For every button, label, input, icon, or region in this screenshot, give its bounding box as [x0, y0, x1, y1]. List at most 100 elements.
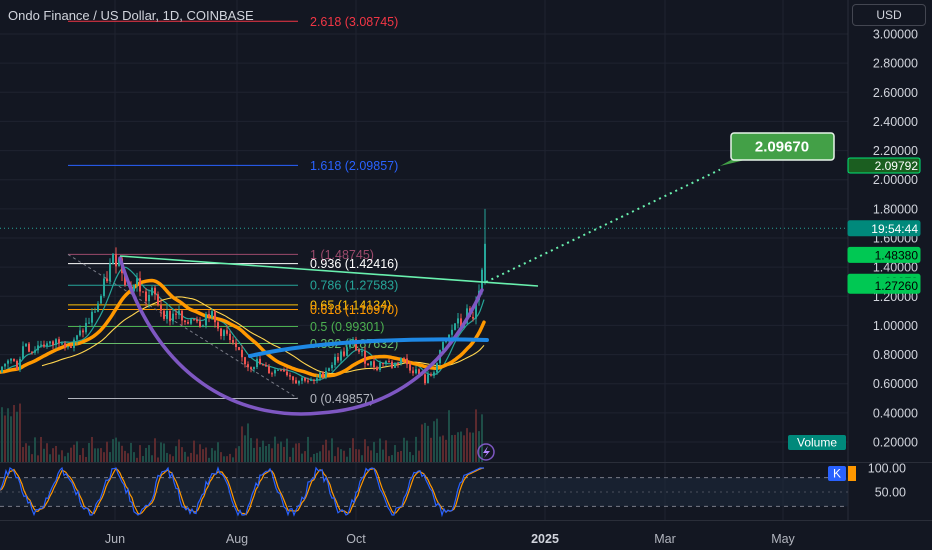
candle-body [361, 351, 363, 353]
candle-body [265, 365, 267, 367]
volume-bar [481, 414, 483, 462]
volume-bar [88, 443, 90, 462]
candle-body [280, 369, 282, 371]
price-tag-text: 19:54:44 [871, 222, 918, 236]
price-tick-label: 0.60000 [873, 377, 918, 391]
candle-body [76, 335, 78, 340]
resistance-trendline[interactable] [119, 255, 539, 287]
volume-bar [52, 448, 54, 462]
volume-bar [148, 445, 150, 462]
candle-body [325, 370, 327, 377]
volume-bar [457, 432, 459, 462]
candle-body [337, 356, 339, 361]
volume-bar [403, 437, 405, 462]
volume-bar [229, 453, 231, 462]
candle-body [301, 377, 303, 381]
volume-bar [70, 447, 72, 462]
volume-bar [157, 457, 159, 462]
volume-bar [103, 452, 105, 462]
time-axis: Jun Aug Oct 2025 Mar May [105, 532, 796, 546]
candle-body [178, 310, 180, 315]
volume-bar [121, 445, 123, 462]
volume-bar [31, 454, 33, 462]
projection-line[interactable] [485, 168, 721, 283]
volume-bar [352, 438, 354, 462]
volume-bar [181, 447, 183, 462]
volume-bar [205, 447, 207, 462]
candle-body [205, 313, 207, 326]
candle-body [193, 319, 195, 321]
candle-body [49, 341, 51, 344]
volume-bar [379, 438, 381, 462]
candle-body [61, 343, 63, 345]
candle-body [133, 284, 135, 292]
candle-body [214, 311, 216, 323]
price-axis: 3.00000 2.80000 2.60000 2.40000 2.20000 2.000… [828, 28, 921, 500]
volume-bar [22, 447, 24, 462]
target-callout[interactable]: 2.09670 [720, 132, 835, 166]
cup-pattern-curve[interactable] [118, 256, 484, 416]
candle-body [391, 361, 393, 368]
candle-body [25, 343, 27, 347]
drawings[interactable]: 2.09670 [0, 132, 848, 461]
candle-body [367, 363, 369, 366]
volume-bar [445, 439, 447, 462]
volume-bar [130, 442, 132, 462]
volume-bar [199, 444, 201, 462]
volume-bar [334, 456, 336, 462]
candle-body [304, 377, 306, 381]
candle-body [235, 342, 237, 348]
volume-bar [358, 449, 360, 462]
volume-bar [175, 446, 177, 462]
candle-body [157, 294, 159, 305]
candle-body [253, 367, 255, 369]
volume-bar [265, 446, 267, 462]
candle-body [154, 287, 156, 295]
candle-body [397, 362, 399, 364]
candle-body [277, 369, 279, 371]
candle-body [232, 339, 234, 343]
candle-body [118, 258, 120, 267]
volume-bar [250, 438, 252, 462]
candle-body [256, 358, 258, 368]
volume-bar [406, 440, 408, 462]
time-tick-label: 2025 [531, 532, 559, 546]
volume-bar [172, 456, 174, 462]
volume-bar [184, 451, 186, 462]
volume-bar [124, 450, 126, 462]
candle-body [7, 360, 9, 364]
price-tick-label: 1.00000 [873, 319, 918, 333]
bolt-icon[interactable] [477, 443, 495, 461]
candle-body [190, 319, 192, 324]
chart-title: Ondo Finance / US Dollar, 1D, COINBASE [8, 8, 254, 23]
neckline-curve[interactable] [248, 337, 489, 358]
currency-button[interactable]: USD [852, 4, 926, 26]
price-tick-label: 1.80000 [873, 202, 918, 216]
candle-body [199, 321, 201, 327]
candle-body [292, 376, 294, 381]
volume-bar [280, 441, 282, 462]
volume-bar [307, 436, 309, 462]
candle-body [340, 351, 342, 361]
volume-bar [196, 454, 198, 462]
volume-bar [235, 448, 237, 462]
candle-body [403, 358, 405, 360]
volume-bar [349, 447, 351, 462]
candle-body [286, 371, 288, 376]
volume-bar [79, 455, 81, 462]
volume-bar [274, 436, 276, 462]
time-tick-label: Mar [654, 532, 676, 546]
candle-body [112, 253, 114, 264]
candle-body [106, 278, 108, 282]
price-tag-text: 2.09792 [875, 159, 919, 173]
volume-bar [55, 445, 57, 462]
candle-body [88, 322, 90, 324]
volume-bar [460, 431, 462, 462]
volume-bar [283, 446, 285, 462]
candle-body [136, 278, 138, 285]
volume-bar [427, 425, 429, 462]
fib-level-label: 0.786 (1.27583) [310, 279, 398, 293]
candle-body [10, 358, 12, 361]
volume-bar [370, 450, 372, 462]
